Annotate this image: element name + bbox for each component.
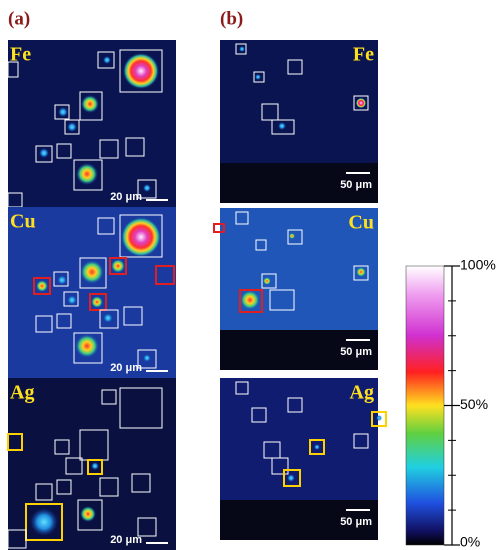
hotspot [30,508,58,536]
element-label: Cu [10,211,36,233]
colorbar-tick-label: 0% [460,534,480,550]
scale-label: 50 μm [340,346,372,358]
hotspot [58,107,68,117]
hotspot [121,217,161,257]
hotspot [143,184,151,192]
hotspot [240,290,260,310]
hotspot [75,334,99,358]
colorbar-tick-label: 100% [460,257,496,273]
scale-label: 20 μm [110,362,142,374]
hotspot [91,462,99,470]
colorbar [406,266,444,545]
element-label: Fe [353,44,374,66]
hotspot [36,280,48,292]
hotspot [123,53,159,89]
panel-label: (b) [220,8,243,29]
scale-label: 20 μm [110,191,142,203]
hotspot [143,354,151,362]
hotspot [67,122,77,132]
figure: (a) Fe 20 μm Cu 20 μm Ag 20 μm (b) Fe 50 μm Cu 50 μ… [0,0,498,550]
hotspot [239,46,245,52]
hotspot [103,313,113,323]
hotspot [80,260,104,284]
element-label: Ag [350,382,374,404]
hotspot [81,95,99,113]
hotspot [111,259,125,273]
scale-label: 50 μm [340,179,372,191]
hotspot [39,148,49,158]
hotspot [76,163,98,185]
hotspot [91,296,103,308]
hotspot [287,474,295,482]
element-label: Fe [10,44,31,66]
scale-label: 20 μm [110,534,142,546]
hotspot [356,267,366,277]
hotspot [356,98,366,108]
element-label: Cu [348,212,374,234]
hotspot [80,506,96,522]
hotspot [57,275,67,285]
hotspot [376,415,382,421]
element-label: Ag [10,382,34,404]
hotspot [263,277,271,285]
scale-label: 50 μm [340,516,372,528]
hotspot [278,122,286,130]
colorbar-tick-label: 50% [460,396,488,412]
hotspot [67,295,77,305]
hotspot [255,74,261,80]
hotspot [103,56,111,64]
hotspot [314,444,320,450]
hotspot [289,233,295,239]
panel-label: (a) [8,8,30,29]
